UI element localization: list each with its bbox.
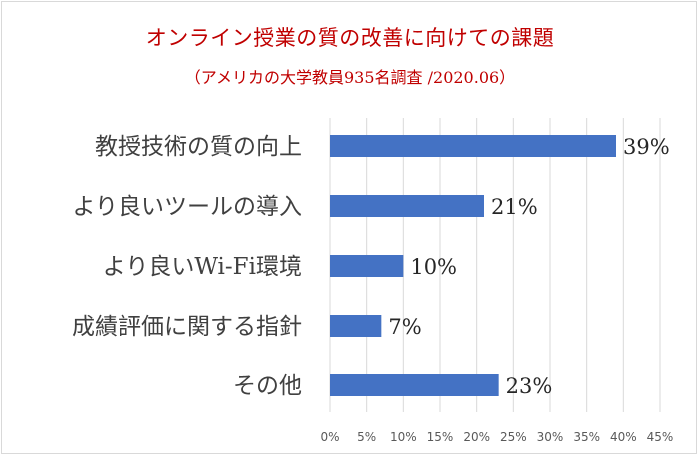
x-tick-label: 40% (610, 430, 637, 444)
value-label: 39% (623, 135, 670, 159)
category-labels: 教授技術の質の向上より良いツールの導入より良いWi-Fi環境成績評価に関する指針… (72, 134, 302, 399)
x-tick-label: 15% (427, 430, 454, 444)
value-label: 21% (491, 195, 538, 219)
category-label: 教授技術の質の向上 (95, 134, 302, 160)
value-label: 23% (506, 374, 553, 398)
x-tick-label: 10% (390, 430, 417, 444)
bar (330, 374, 499, 396)
x-tick-label: 5% (357, 430, 376, 444)
bars (330, 135, 616, 396)
value-label: 7% (388, 315, 421, 339)
category-label: より良いWi-Fi環境 (103, 254, 302, 280)
category-label: 成績評価に関する指針 (72, 314, 302, 340)
x-tick-label: 20% (463, 430, 490, 444)
chart-title: オンライン授業の質の改善に向けての課題 (145, 26, 555, 50)
x-axis-ticks: 0% 5% 10% 15% 20% 25% 30% 35% 40% 45% (320, 430, 673, 444)
value-label: 10% (410, 255, 457, 279)
category-label: その他 (233, 373, 302, 399)
value-labels: 39% 21% 10% 7% 23% (388, 135, 669, 398)
bar (330, 195, 484, 217)
bar (330, 255, 404, 277)
chart-subtitle: （アメリカの大学教員935名調査 /2020.06） (184, 68, 516, 87)
grid-lines (329, 118, 661, 412)
x-tick-label: 25% (500, 430, 527, 444)
bar (330, 135, 616, 157)
x-tick-label: 45% (647, 430, 674, 444)
x-tick-label: 35% (573, 430, 600, 444)
x-tick-label: 0% (320, 430, 339, 444)
category-label: より良いツールの導入 (72, 194, 302, 220)
bar (330, 315, 382, 337)
x-tick-label: 30% (537, 430, 564, 444)
